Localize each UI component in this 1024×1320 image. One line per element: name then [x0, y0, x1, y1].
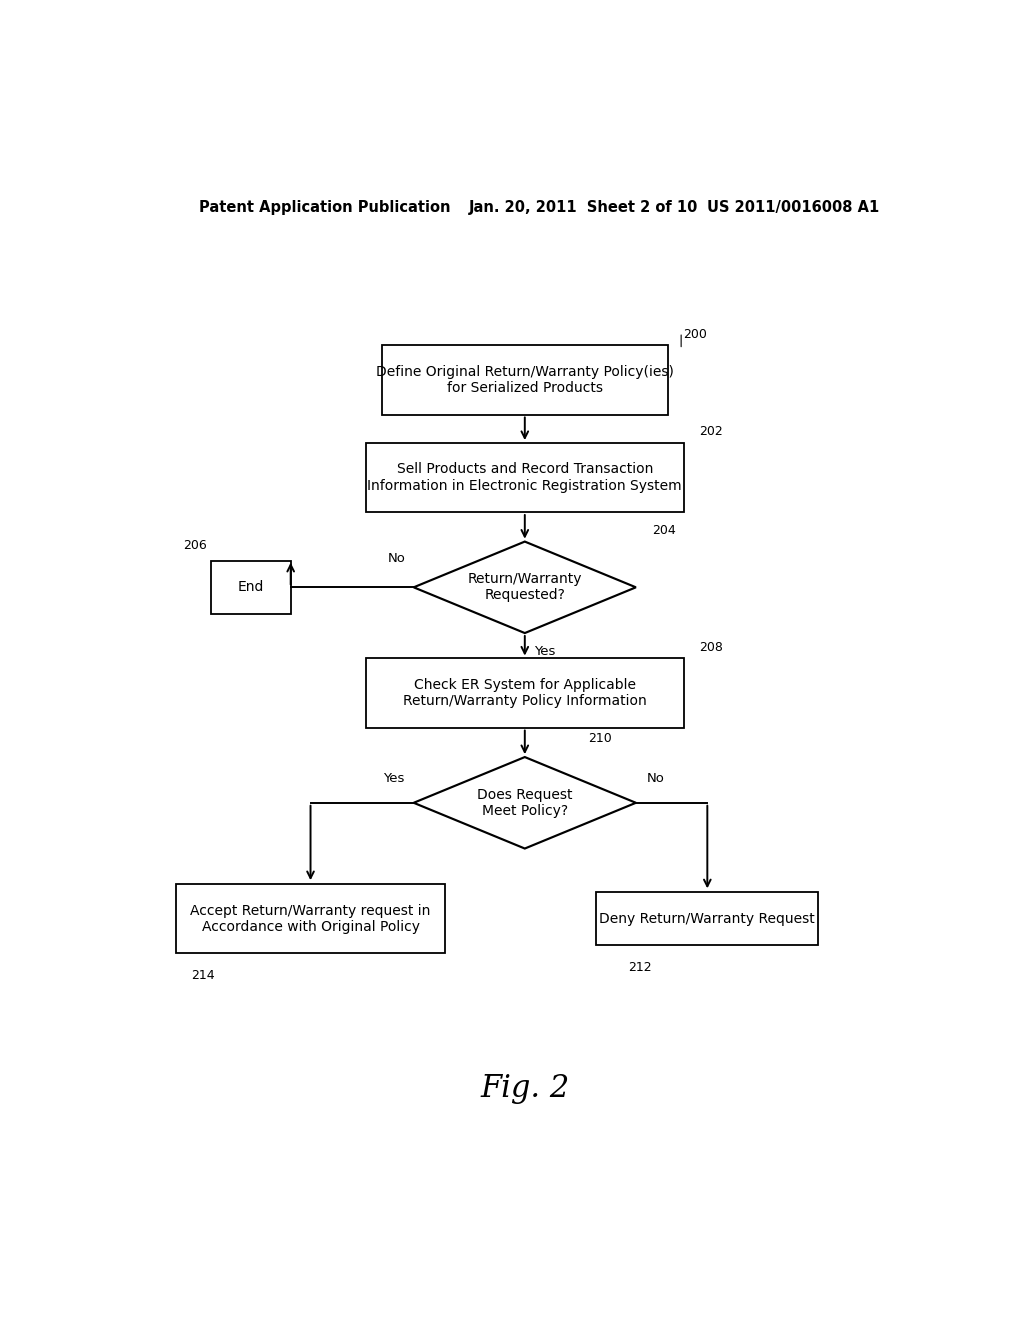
Text: Deny Return/Warranty Request: Deny Return/Warranty Request	[599, 912, 815, 925]
FancyBboxPatch shape	[367, 659, 684, 727]
Text: 200: 200	[684, 327, 708, 341]
FancyBboxPatch shape	[176, 884, 445, 953]
Text: Define Original Return/Warranty Policy(ies)
for Serialized Products: Define Original Return/Warranty Policy(i…	[376, 364, 674, 395]
Polygon shape	[414, 541, 636, 634]
Text: Does Request
Meet Policy?: Does Request Meet Policy?	[477, 788, 572, 818]
Text: 204: 204	[652, 524, 676, 537]
Text: No: No	[647, 771, 665, 784]
FancyBboxPatch shape	[596, 892, 818, 945]
Text: Yes: Yes	[534, 645, 555, 659]
Text: Jan. 20, 2011  Sheet 2 of 10: Jan. 20, 2011 Sheet 2 of 10	[469, 199, 698, 215]
Text: Yes: Yes	[383, 771, 404, 784]
Text: 210: 210	[588, 733, 612, 746]
Text: 212: 212	[628, 961, 651, 974]
FancyBboxPatch shape	[211, 561, 291, 614]
Text: Fig. 2: Fig. 2	[480, 1073, 569, 1104]
Text: End: End	[238, 581, 264, 594]
Text: Accept Return/Warranty request in
Accordance with Original Policy: Accept Return/Warranty request in Accord…	[190, 904, 431, 933]
Text: Check ER System for Applicable
Return/Warranty Policy Information: Check ER System for Applicable Return/Wa…	[402, 678, 647, 708]
Text: 214: 214	[191, 969, 215, 982]
Text: No: No	[388, 552, 406, 565]
Text: 208: 208	[699, 640, 723, 653]
FancyBboxPatch shape	[367, 444, 684, 512]
Text: 202: 202	[699, 425, 723, 438]
Polygon shape	[414, 758, 636, 849]
FancyBboxPatch shape	[382, 346, 668, 414]
Text: US 2011/0016008 A1: US 2011/0016008 A1	[708, 199, 880, 215]
Text: Patent Application Publication: Patent Application Publication	[200, 199, 451, 215]
Text: 206: 206	[183, 539, 207, 552]
Text: Sell Products and Record Transaction
Information in Electronic Registration Syst: Sell Products and Record Transaction Inf…	[368, 462, 682, 492]
Text: Return/Warranty
Requested?: Return/Warranty Requested?	[468, 573, 582, 602]
